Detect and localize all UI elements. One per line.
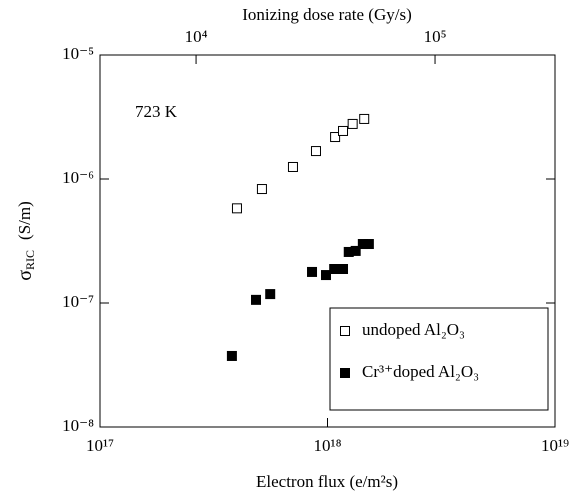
marker (330, 132, 341, 143)
marker (256, 184, 267, 195)
legend-marker (340, 368, 350, 378)
y-axis-symbol: σ (14, 270, 36, 281)
marker (321, 270, 332, 281)
marker (287, 161, 298, 172)
marker (310, 146, 321, 157)
marker (347, 118, 358, 129)
y-axis-unit: (S/m) (15, 201, 34, 240)
y-axis-title: σRIC (S/m) (14, 201, 37, 281)
x-tick-label: 10¹⁷ (86, 436, 114, 455)
marker (329, 264, 340, 275)
x-tick-label: 10¹⁹ (541, 436, 569, 455)
marker (338, 264, 349, 275)
marker (226, 350, 237, 361)
x-tick-label: 10¹⁸ (313, 436, 341, 455)
marker (231, 203, 242, 214)
marker (251, 294, 262, 305)
y-tick-label: 10⁻⁶ (62, 168, 94, 187)
x2-tick-label: 10⁴ (185, 27, 208, 46)
x2-axis-title: Ionizing dose rate (Gy/s) (242, 5, 411, 24)
legend-label: undoped Al₂O₃ (362, 320, 465, 339)
marker (265, 289, 276, 300)
x2-tick-label: 10⁵ (424, 27, 447, 46)
marker (363, 239, 374, 250)
legend-marker (340, 326, 350, 336)
y-tick-label: 10⁻⁷ (62, 292, 94, 311)
y-axis-subscript: RIC (23, 250, 37, 270)
y-tick-label: 10⁻⁵ (62, 44, 94, 63)
marker (350, 245, 361, 256)
marker (359, 113, 370, 124)
annotation: 723 K (135, 102, 178, 121)
legend-label: Cr³⁺doped Al₂O₃ (362, 362, 479, 381)
legend-box (329, 307, 549, 411)
x-axis-title: Electron flux (e/m²s) (256, 472, 398, 491)
marker (338, 125, 349, 136)
y-tick-label: 10⁻⁸ (62, 416, 94, 435)
marker (307, 266, 318, 277)
